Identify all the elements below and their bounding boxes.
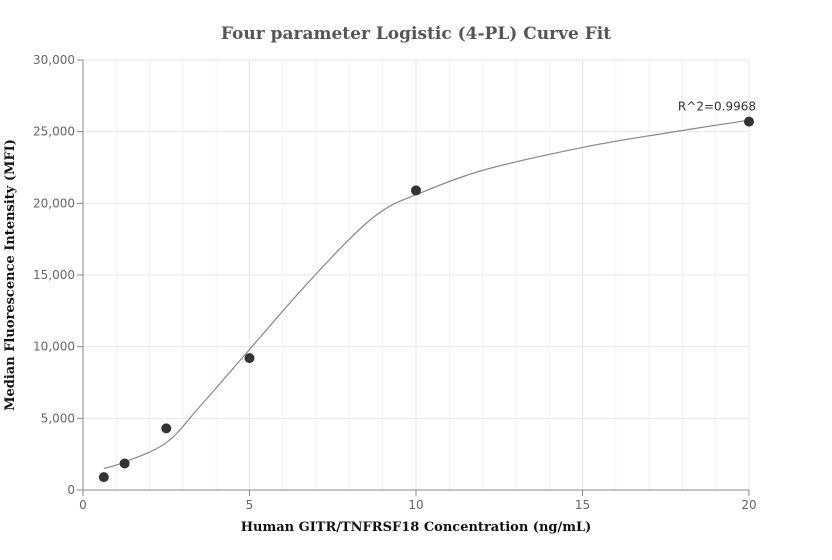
y-tick-label: 20,000 [33,196,75,210]
ticks: 0 5 10 15 20 0 5,000 10,000 15,000 20,000 25,000 30… [33,53,757,512]
data-points [98,116,754,483]
chart-title: Four parameter Logistic (4-PL) Curve Fit [221,24,611,44]
data-point [161,423,172,434]
data-point [244,353,255,364]
y-tick-label: 15,000 [33,268,75,282]
y-tick-label: 25,000 [33,125,75,139]
x-tick-label: 15 [575,498,590,512]
y-axis-label: Median Fluorescence Intensity (MFI) [3,139,18,411]
data-point [119,458,130,469]
x-tick-label: 5 [246,498,254,512]
x-tick-label: 20 [741,498,756,512]
data-point [411,185,421,196]
data-point [744,116,754,127]
grid [83,59,750,490]
x-axis-label: Human GITR/TNFRSF18 Concentration (ng/mL… [241,520,592,535]
x-tick-label: 0 [79,498,87,512]
annotations: R^2=0.9968 [678,100,756,114]
y-tick-label: 5,000 [41,411,75,425]
y-tick-label: 10,000 [33,340,75,354]
data-point [98,472,109,483]
x-tick-label: 10 [408,498,423,512]
fit-curve [103,119,750,470]
y-tick-label: 0 [67,483,75,497]
r-squared-annotation: R^2=0.9968 [678,100,756,114]
y-tick-label: 30,000 [33,53,75,67]
